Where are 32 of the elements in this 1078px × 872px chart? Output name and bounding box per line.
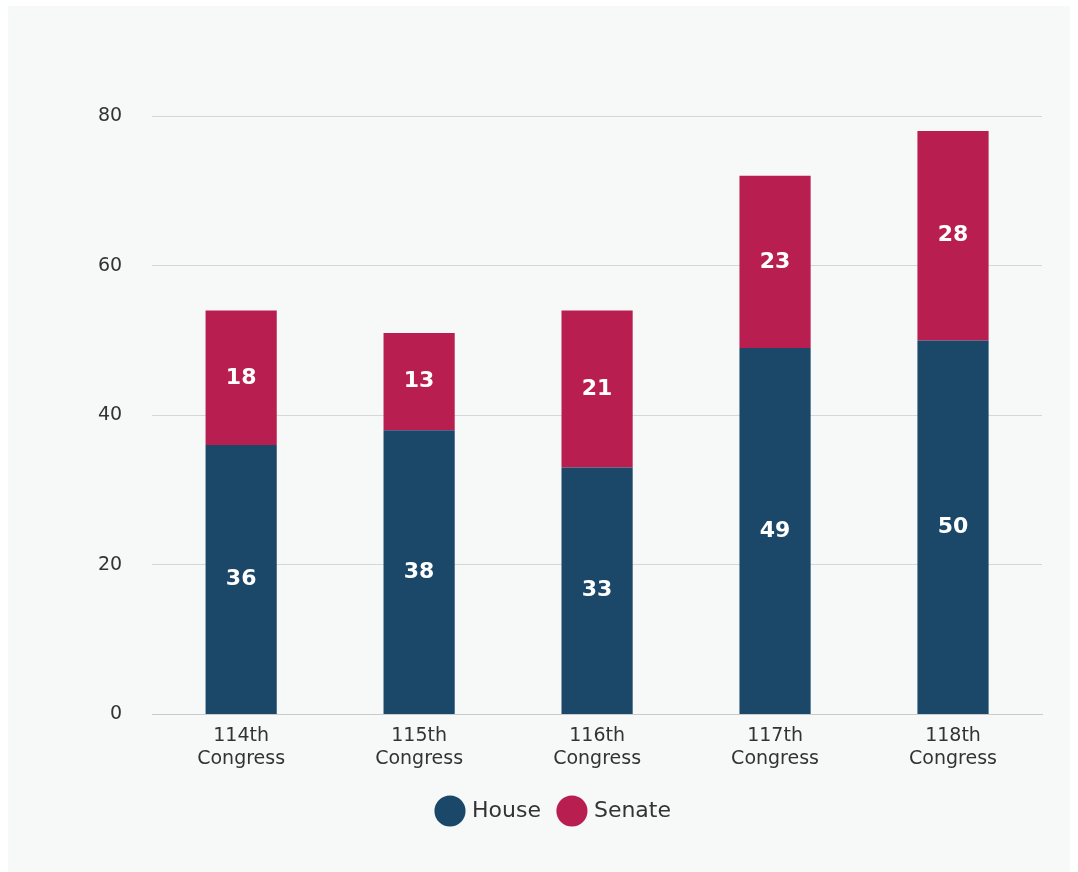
- bar: [205, 445, 277, 714]
- data-label: 50: [937, 512, 969, 538]
- x-tick-label: 118th Congress: [909, 722, 997, 768]
- y-tick-label: 20: [97, 551, 123, 574]
- y-tick-label: 0: [110, 701, 123, 724]
- bar: [917, 130, 989, 341]
- bar: [739, 347, 811, 714]
- x-tick-label: 115th Congress: [375, 722, 464, 768]
- x-tick-label: 116th Congress: [553, 722, 642, 768]
- data-label: 21: [581, 374, 613, 400]
- data-label: 33: [581, 576, 613, 602]
- legend-label: Senate: [593, 796, 672, 822]
- data-label: 28: [937, 221, 969, 247]
- bar: [383, 332, 455, 431]
- data-label: 13: [403, 367, 435, 393]
- data-label: 18: [225, 363, 257, 389]
- bar: [383, 430, 455, 714]
- legend-label: House: [471, 796, 541, 822]
- data-label: 36: [225, 565, 257, 591]
- bar: [561, 310, 633, 468]
- bar: [739, 175, 811, 348]
- bar: [917, 340, 989, 714]
- y-tick-label: 40: [97, 402, 123, 425]
- x-tick-label: 114th Congress: [197, 722, 286, 768]
- x-tick-label: 117th Congress: [731, 722, 819, 768]
- data-label: 38: [403, 557, 435, 583]
- data-label: 49: [759, 516, 791, 542]
- bar: [205, 310, 277, 446]
- y-tick-label: 60: [97, 252, 123, 275]
- bar: [561, 467, 633, 714]
- y-tick-label: 80: [97, 102, 123, 125]
- data-label: 23: [759, 247, 791, 273]
